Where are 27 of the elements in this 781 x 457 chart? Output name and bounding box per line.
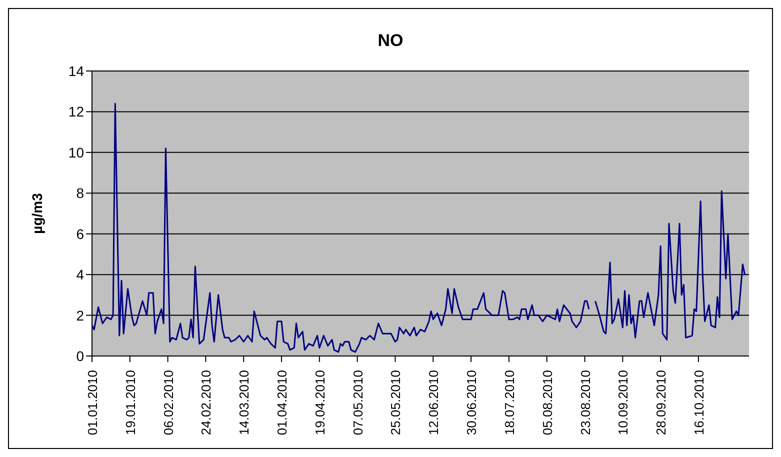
x-tick-label: 19.04.2010	[312, 370, 328, 436]
x-tick-label: 19.01.2010	[122, 370, 138, 436]
x-tick-label: 23.08.2010	[578, 370, 593, 436]
x-tick-label: 24.02.2010	[198, 370, 214, 436]
x-tick-label: 30.06.2010	[464, 370, 480, 436]
x-tick-label: 10.09.2010	[616, 370, 631, 436]
x-tick-label: 01.04.2010	[274, 370, 290, 436]
x-tick-label: 16.10.2010	[691, 370, 706, 436]
y-tick-label: 12	[68, 104, 84, 120]
y-tick-label: 14	[68, 62, 84, 79]
x-tick-label: 12.06.2010	[426, 370, 442, 436]
x-tick-label: 01.01.2010	[85, 370, 100, 436]
x-tick-label: 06.02.2010	[160, 370, 176, 436]
x-tick-label: 14.03.2010	[236, 370, 252, 436]
y-tick-label: 4	[76, 266, 84, 283]
y-tick-label: 6	[76, 226, 84, 242]
x-tick-label: 28.09.2010	[654, 370, 669, 436]
y-tick-label: 8	[76, 185, 84, 202]
x-tick-label: 25.05.2010	[388, 370, 404, 436]
x-tick-label: 05.08.2010	[540, 370, 555, 436]
x-tick-label: 07.05.2010	[350, 370, 366, 436]
chart-title: NO	[376, 31, 404, 51]
x-tick-label: 18.07.2010	[502, 370, 517, 436]
y-tick-label: 0	[76, 348, 84, 364]
y-tick-label: 2	[76, 307, 84, 324]
y-axis-title: µg/m3	[28, 192, 45, 234]
y-tick-label: 10	[68, 144, 84, 160]
